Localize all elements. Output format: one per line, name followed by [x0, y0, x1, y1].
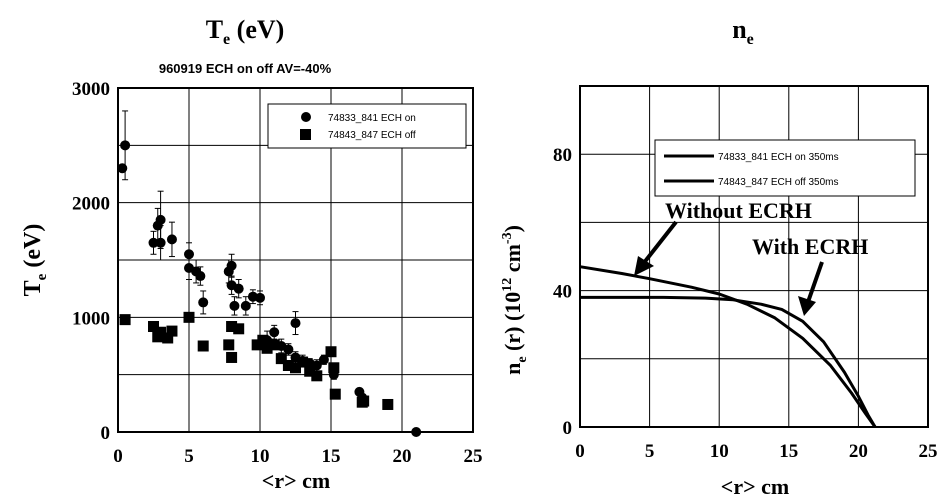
- te-point-ech-on: [155, 237, 166, 248]
- ne-y-tick-label: 80: [553, 145, 572, 166]
- te-point-ech-off: [290, 362, 301, 374]
- te-point-ech-on: [233, 283, 244, 294]
- ne-x-tick-label: 15: [779, 441, 798, 462]
- te-point-ech-on: [120, 140, 131, 151]
- te-y-tick-label: 0: [101, 423, 111, 444]
- te-plot-frame: [117, 87, 474, 433]
- te-point-ech-on: [148, 237, 159, 248]
- te-point-ech-off: [226, 321, 238, 333]
- te-point-ech-off: [155, 326, 167, 338]
- te-point-ech-on: [290, 318, 301, 329]
- te-point-ech-off: [197, 340, 209, 352]
- te-x-tick-label: 25: [464, 446, 483, 467]
- te-y-tick-label: 2000: [72, 194, 110, 215]
- te-point-ech-off: [382, 398, 394, 410]
- te-point-ech-off: [257, 334, 269, 346]
- te-subtitle: 960919 ECH on off AV=-40%: [159, 61, 332, 76]
- te-x-tick-label: 10: [251, 446, 270, 467]
- te-point-ech-off: [325, 346, 337, 358]
- te-point-ech-off: [261, 342, 273, 354]
- ne-legend: 74833_841 ECH on 350ms 74843_847 ECH off…: [654, 139, 916, 197]
- ne-legend-label-off: 74843_847 ECH off 350ms: [718, 177, 838, 188]
- te-point-ech-on: [240, 300, 251, 311]
- te-point-ech-off: [162, 332, 174, 344]
- te-legend-marker-off: [300, 129, 311, 140]
- te-panel: Te (eV) 960919 ECH on off AV=-40% 0 5 10 15…: [20, 15, 483, 493]
- te-point-ech-off: [226, 351, 238, 363]
- ne-y-axis-label: ne (r) (1012 cm-3): [500, 225, 530, 375]
- te-x-axis-label: <r> cm: [262, 468, 330, 493]
- te-point-ech-on: [269, 327, 280, 338]
- annotation-arrow-without: [634, 220, 678, 276]
- te-legend: 74833_841 ECH on 74843_847 ECH off: [267, 103, 467, 149]
- te-point-ech-off: [268, 339, 280, 351]
- te-y-tick-labels: 0 1000 2000 3000: [72, 79, 110, 444]
- te-legend-marker-on: [301, 112, 311, 122]
- te-point-ech-on: [195, 271, 206, 282]
- te-point-ech-off: [358, 395, 370, 407]
- te-legend-label-off: 74843_847 ECH off: [328, 130, 416, 141]
- te-point-ech-off: [223, 339, 235, 351]
- ne-line-ech-on: [580, 295, 877, 428]
- te-x-tick-label: 20: [393, 446, 412, 467]
- annotation-arrow-with: [798, 261, 824, 316]
- te-point-ech-on: [198, 297, 209, 308]
- ne-legend-label-on: 74833_841 ECH on 350ms: [718, 152, 839, 163]
- te-point-ech-on: [318, 354, 329, 365]
- te-point-ech-off: [148, 321, 159, 333]
- te-point-ech-off: [329, 388, 341, 400]
- te-x-tick-label: 15: [322, 446, 341, 467]
- ne-x-tick-label: 10: [710, 441, 729, 462]
- te-point-ech-off: [275, 353, 287, 365]
- ne-x-tick-label: 20: [849, 441, 868, 462]
- ne-title: ne: [732, 15, 754, 48]
- te-point-ech-off: [119, 314, 131, 326]
- te-x-tick-label: 5: [184, 446, 194, 467]
- annotation-without-ecrh: Without ECRH: [665, 198, 812, 223]
- te-point-ech-on: [229, 300, 240, 311]
- te-point-ech-off: [183, 311, 195, 323]
- ne-legend-box: [654, 139, 916, 197]
- ne-data-lines: [579, 265, 877, 428]
- ne-y-tick-label: 0: [563, 418, 573, 439]
- te-point-ech-on: [166, 234, 177, 245]
- te-point-ech-off: [166, 325, 178, 337]
- te-point-ech-on: [117, 163, 128, 174]
- te-x-tick-labels: 0 5 10 15 20 25: [113, 446, 482, 467]
- te-point-ech-on: [155, 214, 166, 225]
- ne-y-tick-label: 40: [553, 282, 572, 303]
- te-point-ech-off: [328, 362, 340, 374]
- te-point-ech-off: [311, 370, 323, 382]
- te-point-ech-off: [297, 356, 309, 368]
- te-point-ech-off: [233, 323, 245, 335]
- ne-x-axis-label: <r> cm: [721, 474, 789, 497]
- te-y-tick-label: 3000: [72, 79, 110, 100]
- ne-x-tick-label: 25: [919, 441, 938, 462]
- te-point-ech-off: [282, 359, 294, 371]
- ne-line-ech-off: [579, 265, 877, 428]
- te-point-ech-on: [411, 427, 422, 437]
- ne-x-tick-label: 0: [575, 441, 585, 462]
- te-legend-box: [267, 103, 467, 149]
- te-point-ech-on: [255, 292, 265, 303]
- te-title: Te (eV): [206, 15, 285, 48]
- te-point-ech-on: [283, 344, 294, 355]
- annotation-with-ecrh: With ECRH: [752, 234, 868, 259]
- ne-x-tick-label: 5: [645, 441, 655, 462]
- te-y-axis-label: Te (eV): [20, 224, 50, 297]
- ne-y-tick-labels: 0 40 80: [553, 145, 572, 439]
- te-point-ech-off: [251, 339, 263, 351]
- te-legend-label-on: 74833_841 ECH on: [328, 113, 416, 124]
- ne-panel: ne 0 5 10 15 20 25 0 40 80 <r> cm ne (r) (1012 …: [500, 15, 938, 497]
- te-x-tick-label: 0: [113, 446, 123, 467]
- te-data-marks: [117, 110, 422, 437]
- ne-x-tick-labels: 0 5 10 15 20 25: [575, 441, 937, 462]
- ne-plot-frame: [579, 85, 929, 428]
- te-y-tick-label: 1000: [72, 308, 110, 329]
- te-point-ech-on: [226, 260, 237, 271]
- te-point-ech-off: [304, 365, 316, 377]
